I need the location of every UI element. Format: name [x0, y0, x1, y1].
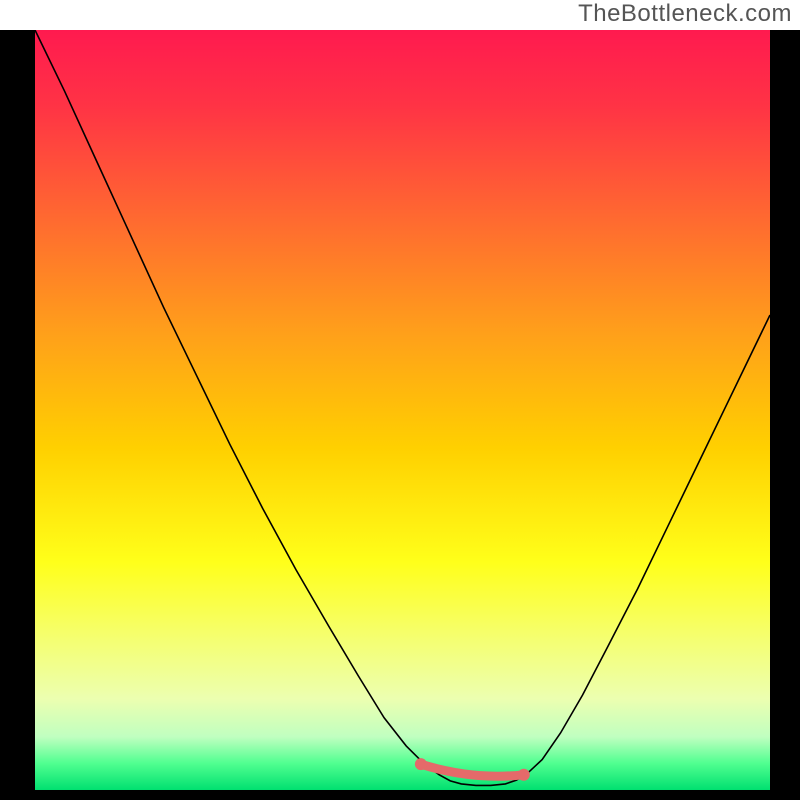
- optimal-range-endpoint-right: [518, 769, 530, 781]
- plot-border-bottom: [0, 790, 800, 800]
- bottleneck-chart: [0, 0, 800, 800]
- optimal-range-endpoint-left: [415, 758, 427, 770]
- watermark-text: TheBottleneck.com: [578, 0, 792, 28]
- plot-border-left: [0, 30, 35, 800]
- chart-wrap: TheBottleneck.com: [0, 0, 800, 800]
- plot-background: [35, 30, 770, 790]
- plot-border-right: [770, 30, 800, 800]
